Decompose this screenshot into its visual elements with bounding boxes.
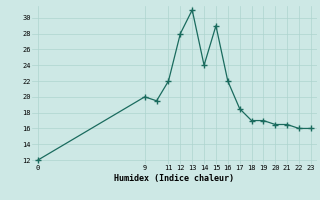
- X-axis label: Humidex (Indice chaleur): Humidex (Indice chaleur): [115, 174, 234, 183]
